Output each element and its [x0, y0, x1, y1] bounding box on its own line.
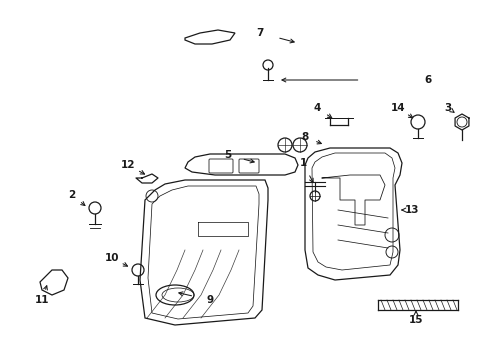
Text: 14: 14 [390, 103, 405, 113]
Text: 3: 3 [444, 103, 451, 113]
Text: 1: 1 [299, 158, 306, 168]
Text: 10: 10 [104, 253, 119, 263]
Text: 12: 12 [121, 160, 135, 170]
Text: 15: 15 [408, 315, 423, 325]
Text: 8: 8 [301, 132, 308, 142]
Text: 6: 6 [424, 75, 431, 85]
Text: 7: 7 [256, 28, 263, 38]
Text: 9: 9 [206, 295, 213, 305]
Text: 4: 4 [313, 103, 320, 113]
Text: 11: 11 [35, 295, 49, 305]
Text: 13: 13 [404, 205, 418, 215]
Text: 2: 2 [68, 190, 76, 200]
Text: 5: 5 [224, 150, 231, 160]
